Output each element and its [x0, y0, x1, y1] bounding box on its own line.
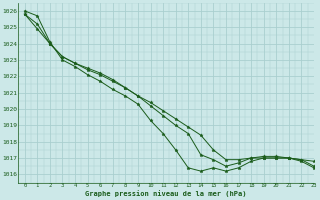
X-axis label: Graphe pression niveau de la mer (hPa): Graphe pression niveau de la mer (hPa) — [85, 190, 247, 197]
